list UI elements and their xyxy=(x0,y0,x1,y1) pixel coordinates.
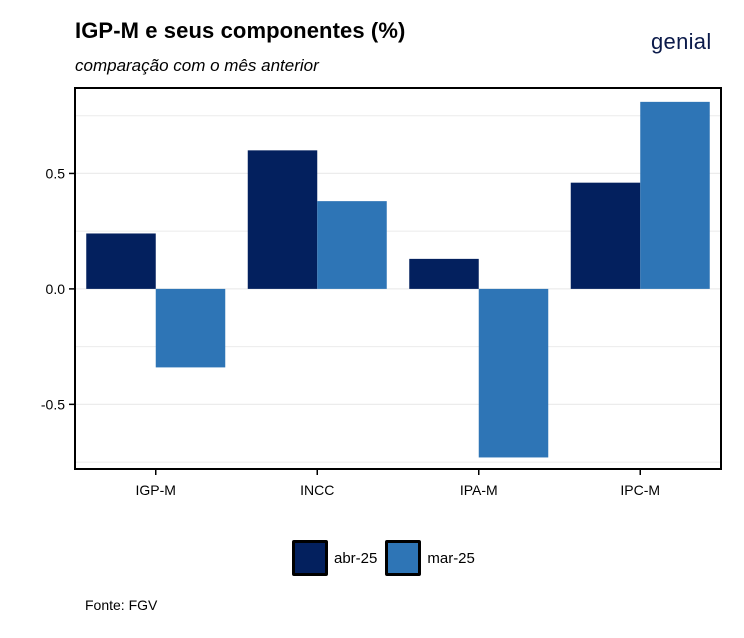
x-tick-label-igp-m: IGP-M xyxy=(136,482,176,498)
genial-logo: genial xyxy=(651,29,712,54)
bar-igp-m-mar-25 xyxy=(155,288,226,368)
legend: abr-25 mar-25 xyxy=(292,538,483,578)
legend-item-mar-25: mar-25 xyxy=(385,540,475,576)
y-tick-label: 0.0 xyxy=(46,281,66,297)
axes: -0.5 0.0 0.5 IGP-M INCC IPA-M IPC-M xyxy=(41,165,660,498)
legend-label-mar-25: mar-25 xyxy=(427,549,475,567)
bar-ipc-m-mar-25 xyxy=(640,101,710,289)
source-note: Fonte: FGV xyxy=(85,597,158,613)
x-tick-label-incc: INCC xyxy=(300,482,334,498)
chart-subtitle: comparação com o mês anterior xyxy=(75,56,319,75)
x-tick-label-ipa-m: IPA-M xyxy=(460,482,498,498)
legend-swatch-abr-25 xyxy=(292,540,328,576)
legend-swatch-mar-25 xyxy=(385,540,422,576)
bar-ipc-m-abr-25 xyxy=(570,182,641,289)
y-tick-label: -0.5 xyxy=(41,396,65,412)
legend-item-abr-25: abr-25 xyxy=(292,540,377,576)
bar-ipa-m-abr-25 xyxy=(409,258,479,289)
bar-incc-mar-25 xyxy=(317,201,387,289)
x-tick-label-ipc-m: IPC-M xyxy=(620,482,660,498)
bar-igp-m-abr-25 xyxy=(86,233,156,289)
y-tick-label: 0.5 xyxy=(46,165,66,181)
bars xyxy=(86,101,710,458)
chart-title: IGP-M e seus componentes (%) xyxy=(75,18,406,43)
plot-border xyxy=(74,87,722,470)
legend-label-abr-25: abr-25 xyxy=(334,549,378,567)
bar-ipa-m-mar-25 xyxy=(478,288,549,458)
bar-incc-abr-25 xyxy=(247,150,318,289)
